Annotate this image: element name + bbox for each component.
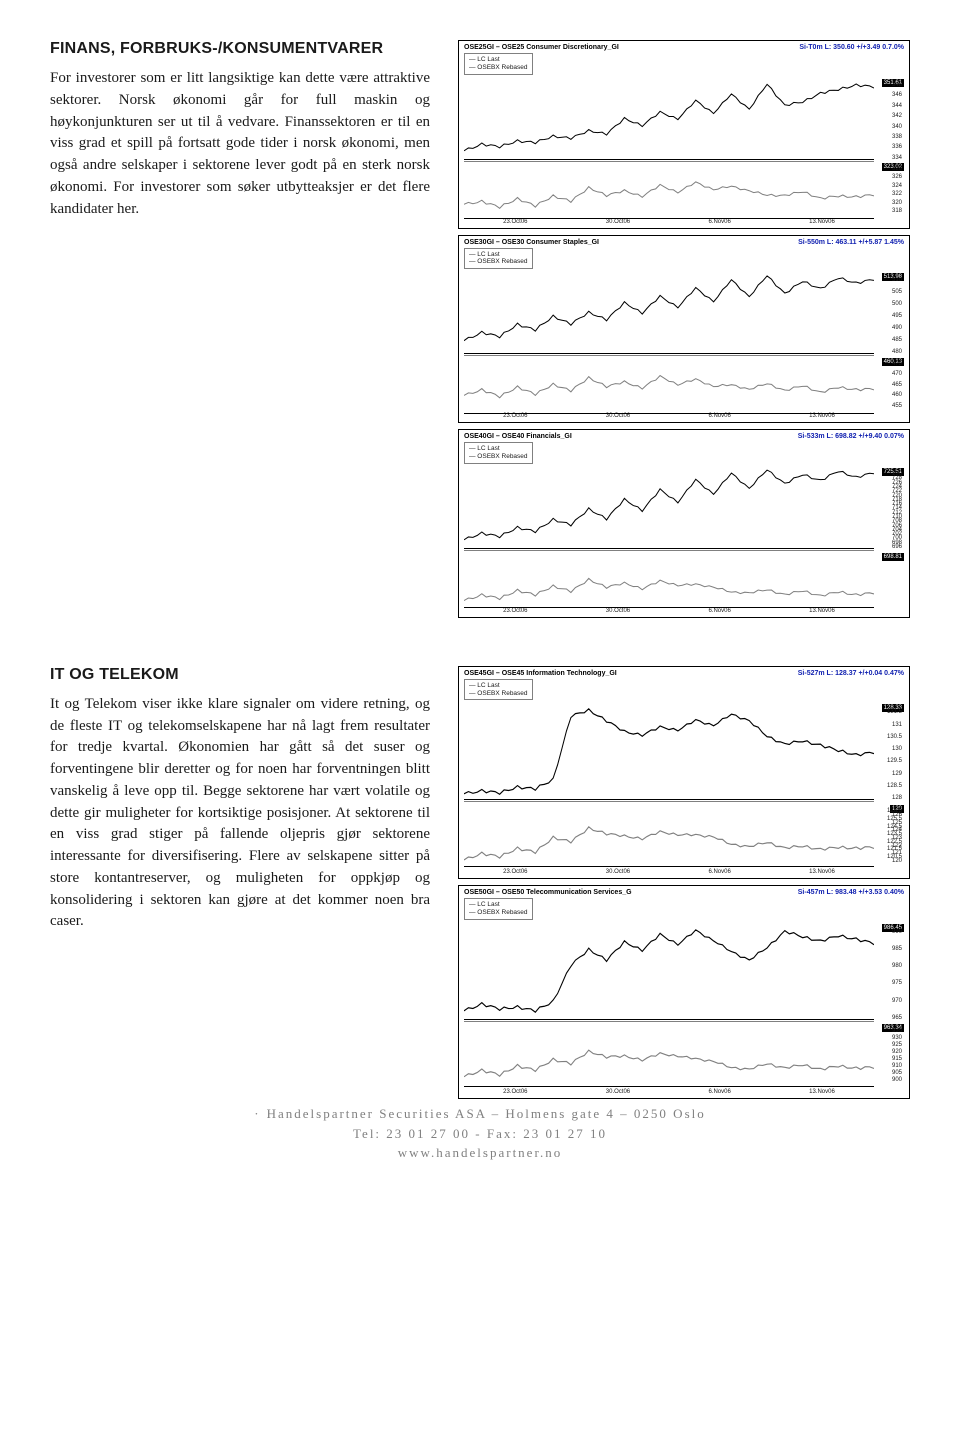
chart-y-axis: 128.33 131.5131130.5130129.5129128.5128 … <box>874 702 904 867</box>
chart-title-left: OSE25GI – OSE25 Consumer Discretionary_G… <box>464 44 619 51</box>
page-footer: ·Handelspartner Securities ASA – Holmens… <box>0 1104 960 1163</box>
chart-title-right: Si-550m L: 463.11 +/+5.87 1.45% <box>798 239 904 246</box>
chart-title-right: Si-527m L: 128.37 +/+0.04 0.47% <box>798 670 904 677</box>
chart-it: OSE45GI – OSE45 Information Technology_G… <box>458 666 910 880</box>
chart-column-2: OSE45GI – OSE45 Information Technology_G… <box>458 666 910 1099</box>
chart-upper-plot <box>464 271 874 354</box>
chart-lower-plot <box>464 355 874 413</box>
chart-upper-plot <box>464 922 874 1020</box>
chart-column-1: OSE25GI – OSE25 Consumer Discretionary_G… <box>458 40 910 618</box>
chart-telecom: OSE50GI – OSE50 Telecommunication Servic… <box>458 885 910 1099</box>
chart-lower-plot <box>464 161 874 219</box>
chart-lower-plot <box>464 550 874 608</box>
footer-address: Handelspartner Securities ASA – Holmens … <box>267 1106 706 1121</box>
footer-line-1: ·Handelspartner Securities ASA – Holmens… <box>0 1104 960 1124</box>
chart-title-right: Si-T0m L: 350.60 +/+3.49 0.7.0% <box>799 44 904 51</box>
chart-title-left: OSE30GI – OSE30 Consumer Staples_GI <box>464 239 599 246</box>
text-column-1: FINANS, FORBRUKS-/KONSUMENTVARER For inv… <box>50 40 430 618</box>
chart-y-axis: 986.45 990985980975970965 963.34 9359309… <box>874 922 904 1087</box>
chart-upper-plot <box>464 466 874 549</box>
chart-legend: — LC Last— OSEBX Rebased <box>464 898 533 920</box>
chart-x-axis: 23.Oct0630.Oct066.Nov0613.Nov06 <box>464 867 904 875</box>
chart-x-axis: 23.Oct0630.Oct066.Nov0613.Nov06 <box>464 1087 904 1095</box>
section-finans: FINANS, FORBRUKS-/KONSUMENTVARER For inv… <box>50 40 910 618</box>
body-it: It og Telekom viser ikke klare signaler … <box>50 694 430 933</box>
chart-title-right: Si-533m L: 698.82 +/+9.40 0.07% <box>798 433 904 440</box>
chart-title-left: OSE50GI – OSE50 Telecommunication Servic… <box>464 889 632 896</box>
chart-consumer-disc: OSE25GI – OSE25 Consumer Discretionary_G… <box>458 40 910 229</box>
chart-upper-plot <box>464 702 874 800</box>
chart-lower-badge: 698.81 <box>882 553 904 561</box>
footer-line-2: Tel: 23 01 27 00 - Fax: 23 01 27 10 <box>0 1124 960 1144</box>
footer-line-3: www.handelspartner.no <box>0 1143 960 1163</box>
chart-upper-plot <box>464 77 874 160</box>
heading-it: IT OG TELEKOM <box>50 666 430 684</box>
chart-financials: OSE40GI – OSE40 Financials_GI Si-533m L:… <box>458 429 910 618</box>
footer-bullet: · <box>254 1106 266 1121</box>
chart-lower-plot <box>464 801 874 867</box>
chart-lower-plot <box>464 1021 874 1087</box>
chart-title-left: OSE45GI – OSE45 Information Technology_G… <box>464 670 617 677</box>
chart-y-axis: 351.61 348346344342340338336334 323.02 3… <box>874 77 904 217</box>
chart-title-left: OSE40GI – OSE40 Financials_GI <box>464 433 572 440</box>
chart-legend: — LC Last— OSEBX Rebased <box>464 248 533 270</box>
chart-y-axis: 513.98 510505500495490485480 460.13 4754… <box>874 271 904 411</box>
chart-legend: — LC Last— OSEBX Rebased <box>464 442 533 464</box>
section-it-telekom: IT OG TELEKOM It og Telekom viser ikke k… <box>50 666 910 1099</box>
chart-title-right: Si-457m L: 983.48 +/+3.53 0.40% <box>798 889 904 896</box>
chart-consumer-staples: OSE30GI – OSE30 Consumer Staples_GI Si-5… <box>458 235 910 424</box>
heading-finans: FINANS, FORBRUKS-/KONSUMENTVARER <box>50 40 430 58</box>
body-finans: For investorer som er litt langsiktige k… <box>50 68 430 220</box>
chart-y-axis: 725.51 730728726724722720718716714712710… <box>874 466 904 606</box>
chart-legend: — LC Last— OSEBX Rebased <box>464 53 533 75</box>
text-column-2: IT OG TELEKOM It og Telekom viser ikke k… <box>50 666 430 1099</box>
chart-legend: — LC Last— OSEBX Rebased <box>464 679 533 701</box>
